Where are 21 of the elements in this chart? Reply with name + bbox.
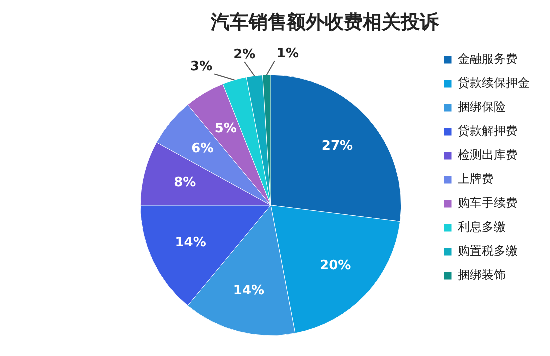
data-label: 5% [214, 121, 237, 136]
data-label: 20% [320, 258, 352, 274]
legend-label: 捆绑保险 [458, 100, 506, 114]
data-label: 6% [192, 141, 214, 156]
legend-label: 贷款解押费 [458, 124, 518, 138]
legend-label: 捆绑装饰 [458, 268, 506, 282]
data-label: 8% [174, 176, 196, 191]
legend-label: 购车手续费 [458, 196, 518, 210]
legend-label: 上牌费 [458, 172, 494, 186]
legend-label: 购置税多缴 [458, 244, 518, 258]
chart-title: 汽车销售额外收费相关投诉 [210, 11, 440, 34]
data-label: 3% [190, 60, 213, 75]
legend-label: 利息多缴 [458, 220, 506, 234]
data-label: 2% [234, 47, 256, 62]
data-label: 14% [233, 284, 265, 299]
legend-label: 贷款续保押金 [458, 76, 530, 90]
legend-label: 检测出库费 [458, 148, 518, 162]
data-label: 27% [322, 139, 354, 154]
legend-label: 金融服务费 [458, 52, 518, 66]
data-label: 14% [175, 236, 206, 251]
data-label: 1% [276, 46, 299, 62]
